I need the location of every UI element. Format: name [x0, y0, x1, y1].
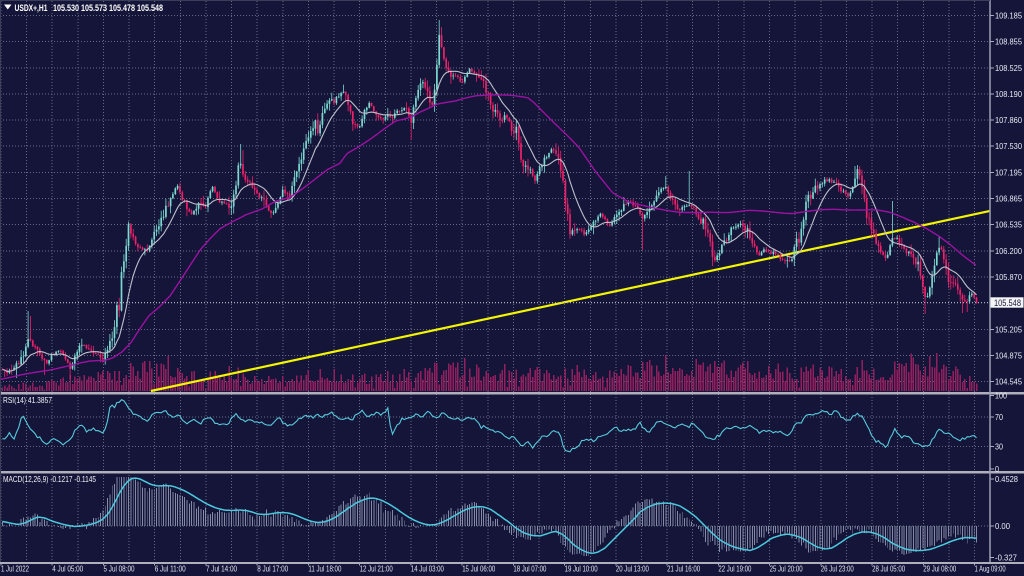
svg-text:21 Jul 16:00: 21 Jul 16:00 — [667, 565, 700, 574]
svg-text:MACD(12,26,9) -0.1217 -0.1145: MACD(12,26,9) -0.1217 -0.1145 — [3, 474, 96, 484]
svg-text:0.00: 0.00 — [995, 521, 1010, 531]
svg-text:7 Jul 14:00: 7 Jul 14:00 — [206, 565, 237, 574]
svg-text:30: 30 — [995, 442, 1003, 452]
svg-text:107.195: 107.195 — [995, 167, 1022, 177]
svg-text:108.525: 108.525 — [995, 63, 1022, 73]
svg-text:22 Jul 19:00: 22 Jul 19:00 — [718, 565, 751, 574]
svg-text:25 Jul 20:00: 25 Jul 20:00 — [770, 565, 803, 574]
svg-text:20 Jul 13:00: 20 Jul 13:00 — [616, 565, 649, 574]
svg-text:105.548: 105.548 — [994, 298, 1021, 308]
svg-text:104.545: 104.545 — [995, 377, 1022, 387]
svg-text:105.870: 105.870 — [995, 272, 1022, 282]
svg-text:28 Jul 05:00: 28 Jul 05:00 — [872, 565, 905, 574]
svg-text:18 Jul 07:00: 18 Jul 07:00 — [513, 565, 546, 574]
svg-text:5 Jul 08:00: 5 Jul 08:00 — [104, 565, 135, 574]
svg-text:0.4528: 0.4528 — [995, 474, 1018, 484]
svg-text:108.855: 108.855 — [995, 37, 1022, 47]
svg-text:19 Jul 10:00: 19 Jul 10:00 — [565, 565, 598, 574]
svg-text:70: 70 — [995, 412, 1003, 422]
svg-text:0: 0 — [995, 464, 999, 474]
svg-text:104.875: 104.875 — [995, 350, 1022, 360]
svg-text:4 Jul 05:00: 4 Jul 05:00 — [52, 565, 83, 574]
svg-text:26 Jul 23:00: 26 Jul 23:00 — [821, 565, 854, 574]
svg-text:106.535: 106.535 — [995, 220, 1022, 230]
svg-text:107.860: 107.860 — [995, 115, 1022, 125]
svg-text:RSI(14) 41.3857: RSI(14) 41.3857 — [3, 395, 52, 405]
svg-text:105.530 105.573 105.478 105.54: 105.530 105.573 105.478 105.548 — [53, 2, 163, 13]
svg-text:11 Jul 18:00: 11 Jul 18:00 — [308, 565, 341, 574]
svg-text:109.185: 109.185 — [995, 11, 1022, 21]
svg-text:14 Jul 03:00: 14 Jul 03:00 — [411, 565, 444, 574]
svg-text:12 Jul 21:00: 12 Jul 21:00 — [360, 565, 393, 574]
svg-text:8 Jul 17:00: 8 Jul 17:00 — [257, 565, 288, 574]
svg-text:106.200: 106.200 — [995, 246, 1022, 256]
svg-text:105.205: 105.205 — [995, 324, 1022, 334]
svg-text:108.190: 108.190 — [995, 89, 1022, 99]
svg-text:-0.327: -0.327 — [995, 553, 1017, 563]
svg-text:1 Aug 09:00: 1 Aug 09:00 — [975, 565, 1006, 574]
svg-text:100: 100 — [995, 390, 1007, 400]
svg-text:106.865: 106.865 — [995, 194, 1022, 204]
svg-text:1 Jul 2022: 1 Jul 2022 — [1, 565, 29, 574]
svg-text:107.530: 107.530 — [995, 141, 1022, 151]
svg-text:6 Jul 11:00: 6 Jul 11:00 — [155, 565, 186, 574]
svg-text:USDX+,H1: USDX+,H1 — [15, 2, 48, 13]
svg-text:15 Jul 06:00: 15 Jul 06:00 — [462, 565, 495, 574]
svg-text:29 Jul 08:00: 29 Jul 08:00 — [923, 565, 956, 574]
